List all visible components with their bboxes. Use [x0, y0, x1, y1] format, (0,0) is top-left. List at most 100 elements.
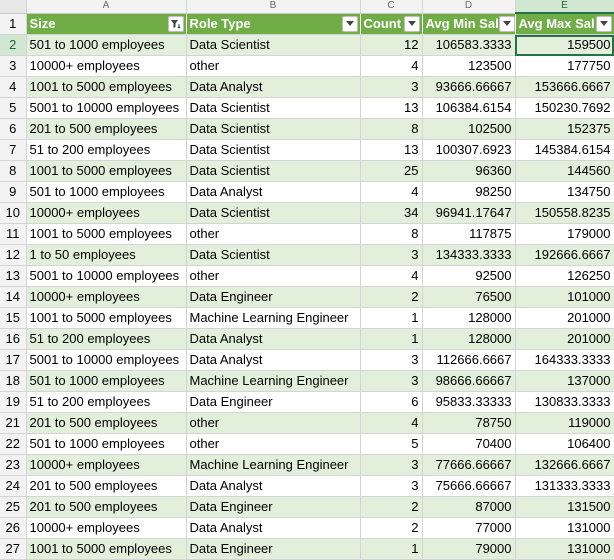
cell-role-type[interactable]: Data Engineer	[186, 391, 361, 413]
cell-avg-max-sal[interactable]: 131333.3333	[515, 475, 614, 497]
cell-count[interactable]: 8	[360, 118, 423, 140]
cell-role-type[interactable]: Data Analyst	[186, 76, 361, 98]
row-number[interactable]: 16	[0, 328, 27, 350]
cell-count[interactable]: 3	[360, 244, 423, 266]
cell-role-type[interactable]: Data Scientist	[186, 97, 361, 119]
cell-count[interactable]: 13	[360, 139, 423, 161]
cell-avg-min-sal[interactable]: 128000	[422, 328, 516, 350]
cell-count[interactable]: 2	[360, 517, 423, 539]
cell-avg-max-sal[interactable]: 131000	[515, 538, 614, 560]
cell-count[interactable]: 3	[360, 475, 423, 497]
column-header-c[interactable]: C	[360, 0, 423, 14]
header-avg-max-sal[interactable]: Avg Max Sal	[515, 13, 614, 35]
cell-size[interactable]: 501 to 1000 employees	[26, 181, 187, 203]
header-count[interactable]: Count	[360, 13, 423, 35]
cell-count[interactable]: 1	[360, 307, 423, 329]
cell-size[interactable]: 201 to 500 employees	[26, 412, 187, 434]
cell-count[interactable]: 4	[360, 181, 423, 203]
row-number[interactable]: 12	[0, 244, 27, 266]
cell-avg-min-sal[interactable]: 96360	[422, 160, 516, 182]
header-size[interactable]: Size	[26, 13, 187, 35]
cell-role-type[interactable]: Machine Learning Engineer	[186, 370, 361, 392]
row-number[interactable]: 21	[0, 412, 27, 434]
cell-size[interactable]: 501 to 1000 employees	[26, 370, 187, 392]
cell-avg-max-sal[interactable]: 145384.6154	[515, 139, 614, 161]
cell-count[interactable]: 2	[360, 496, 423, 518]
cell-size[interactable]: 51 to 200 employees	[26, 328, 187, 350]
cell-count[interactable]: 4	[360, 55, 423, 77]
cell-role-type[interactable]: Data Scientist	[186, 139, 361, 161]
cell-avg-min-sal[interactable]: 77666.66667	[422, 454, 516, 476]
cell-avg-min-sal[interactable]: 87000	[422, 496, 516, 518]
cell-avg-min-sal[interactable]: 123500	[422, 55, 516, 77]
cell-size[interactable]: 201 to 500 employees	[26, 475, 187, 497]
cell-avg-min-sal[interactable]: 106384.6154	[422, 97, 516, 119]
cell-avg-min-sal[interactable]: 78750	[422, 412, 516, 434]
row-number[interactable]: 1	[0, 13, 27, 35]
cell-size[interactable]: 5001 to 10000 employees	[26, 265, 187, 287]
cell-size[interactable]: 501 to 1000 employees	[26, 433, 187, 455]
cell-count[interactable]: 5	[360, 433, 423, 455]
cell-role-type[interactable]: Data Scientist	[186, 118, 361, 140]
filter-dropdown-icon[interactable]	[341, 15, 358, 32]
cell-avg-min-sal[interactable]: 77000	[422, 517, 516, 539]
column-header-b[interactable]: B	[186, 0, 361, 14]
cell-role-type[interactable]: Data Scientist	[186, 202, 361, 224]
cell-avg-max-sal[interactable]: 201000	[515, 307, 614, 329]
cell-count[interactable]: 25	[360, 160, 423, 182]
cell-size[interactable]: 501 to 1000 employees	[26, 34, 187, 56]
cell-role-type[interactable]: Data Analyst	[186, 328, 361, 350]
row-number[interactable]: 17	[0, 349, 27, 371]
cell-avg-min-sal[interactable]: 98666.66667	[422, 370, 516, 392]
cell-avg-min-sal[interactable]: 76500	[422, 286, 516, 308]
cell-size[interactable]: 51 to 200 employees	[26, 139, 187, 161]
cell-avg-min-sal[interactable]: 106583.3333	[422, 34, 516, 56]
filter-dropdown-icon[interactable]	[403, 15, 420, 32]
row-number[interactable]: 10	[0, 202, 27, 224]
cell-role-type[interactable]: other	[186, 433, 361, 455]
cell-avg-max-sal[interactable]: 126250	[515, 265, 614, 287]
cell-avg-min-sal[interactable]: 96941.17647	[422, 202, 516, 224]
cell-count[interactable]: 1	[360, 328, 423, 350]
cell-size[interactable]: 1001 to 5000 employees	[26, 307, 187, 329]
cell-size[interactable]: 10000+ employees	[26, 55, 187, 77]
row-number[interactable]: 18	[0, 370, 27, 392]
column-header-d[interactable]: D	[422, 0, 516, 14]
cell-role-type[interactable]: Data Engineer	[186, 286, 361, 308]
row-number[interactable]: 27	[0, 538, 27, 560]
cell-avg-max-sal[interactable]: 153666.6667	[515, 76, 614, 98]
cell-avg-max-sal[interactable]: 179000	[515, 223, 614, 245]
cell-count[interactable]: 3	[360, 454, 423, 476]
cell-avg-max-sal[interactable]: 150230.7692	[515, 97, 614, 119]
row-number[interactable]: 7	[0, 139, 27, 161]
row-number[interactable]: 3	[0, 55, 27, 77]
cell-size[interactable]: 5001 to 10000 employees	[26, 97, 187, 119]
row-number[interactable]: 4	[0, 76, 27, 98]
row-number[interactable]: 15	[0, 307, 27, 329]
cell-role-type[interactable]: Data Analyst	[186, 181, 361, 203]
cell-avg-min-sal[interactable]: 93666.66667	[422, 76, 516, 98]
cell-size[interactable]: 51 to 200 employees	[26, 391, 187, 413]
cell-count[interactable]: 34	[360, 202, 423, 224]
cell-avg-max-sal[interactable]: 192666.6667	[515, 244, 614, 266]
cell-avg-max-sal[interactable]: 131000	[515, 517, 614, 539]
cell-count[interactable]: 6	[360, 391, 423, 413]
cell-avg-min-sal[interactable]: 134333.3333	[422, 244, 516, 266]
row-number[interactable]: 13	[0, 265, 27, 287]
row-number[interactable]: 22	[0, 433, 27, 455]
cell-role-type[interactable]: Data Scientist	[186, 244, 361, 266]
cell-size[interactable]: 1001 to 5000 employees	[26, 223, 187, 245]
cell-role-type[interactable]: Data Analyst	[186, 475, 361, 497]
row-number[interactable]: 19	[0, 391, 27, 413]
cell-avg-min-sal[interactable]: 79000	[422, 538, 516, 560]
row-number[interactable]: 24	[0, 475, 27, 497]
cell-role-type[interactable]: other	[186, 223, 361, 245]
cell-avg-min-sal[interactable]: 128000	[422, 307, 516, 329]
column-header-a[interactable]: A	[26, 0, 187, 14]
cell-count[interactable]: 4	[360, 412, 423, 434]
cell-avg-max-sal[interactable]: 101000	[515, 286, 614, 308]
cell-size[interactable]: 1001 to 5000 employees	[26, 76, 187, 98]
cell-role-type[interactable]: Data Analyst	[186, 517, 361, 539]
row-number[interactable]: 8	[0, 160, 27, 182]
row-number[interactable]: 9	[0, 181, 27, 203]
